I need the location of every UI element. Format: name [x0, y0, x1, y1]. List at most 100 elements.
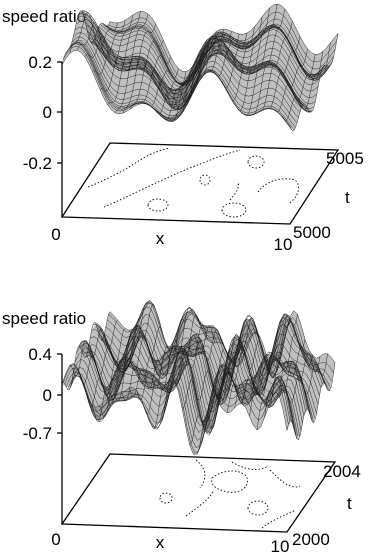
surface-line — [159, 324, 208, 423]
contour-line — [269, 469, 301, 488]
surface-shade — [62, 42, 295, 131]
surface-line — [244, 21, 293, 116]
surface-line — [228, 4, 278, 101]
surface-shade — [62, 363, 292, 455]
zlabel: speed ratio — [2, 7, 86, 26]
surface-shade — [70, 350, 300, 437]
surface-line — [226, 363, 276, 413]
base-plane — [60, 453, 337, 533]
z-tick-label: 0 — [43, 386, 52, 405]
surface-line — [189, 359, 238, 445]
surface-line — [114, 326, 163, 402]
contour-line — [103, 149, 241, 208]
surface-line — [115, 39, 164, 113]
surface-line — [153, 52, 202, 114]
surface-line — [69, 319, 118, 377]
zlabel: speed ratio — [2, 309, 86, 328]
surface-line — [204, 320, 253, 433]
t-tick-label: 5005 — [326, 149, 364, 168]
contour-line — [199, 174, 211, 186]
panel-bottom: speed ratio 0.4 0 -0.7 0 10 x 2000 2004 … — [2, 300, 361, 552]
surface-line — [289, 33, 339, 132]
surface-line — [92, 11, 141, 75]
surface-line — [279, 353, 328, 404]
surface-shade — [78, 340, 309, 434]
surface-line — [249, 314, 298, 417]
z-tick-label: 0.4 — [28, 345, 52, 364]
surface-line — [136, 318, 186, 400]
surface-line — [107, 23, 156, 105]
surface-line — [84, 14, 134, 68]
surface-line — [234, 348, 283, 409]
contour-line — [195, 459, 206, 489]
surface-line — [99, 13, 149, 92]
surface-line — [61, 311, 111, 391]
surface-line — [196, 345, 246, 455]
contour-line — [247, 155, 265, 169]
surface-line — [61, 10, 111, 66]
surface-shade — [95, 313, 326, 401]
surface-line — [251, 36, 301, 116]
base-plane — [60, 142, 340, 225]
surface-line — [99, 302, 148, 417]
contour-line — [87, 147, 171, 188]
surface-shade — [87, 31, 320, 110]
contour-lines — [87, 147, 299, 218]
z-tick-label: 0.2 — [28, 53, 52, 72]
z-tick-label: -0.2 — [23, 154, 52, 173]
contour-line — [147, 198, 169, 212]
t-tick-label: 2004 — [323, 462, 361, 481]
t-axis-label: t — [347, 494, 352, 513]
surface-line — [256, 333, 306, 431]
contour-line — [261, 509, 297, 529]
surface-line — [219, 340, 268, 405]
x-tick-label: 0 — [51, 225, 60, 244]
surface-line — [151, 314, 201, 429]
surface-line — [181, 348, 231, 409]
surface-line — [286, 362, 336, 441]
surface-line — [91, 317, 141, 422]
surface-line — [221, 7, 270, 89]
panel-top: speed ratio 0.2 0 -0.2 0 10 x 5000 5005 … — [2, 3, 364, 254]
surface-line — [271, 352, 321, 397]
x-tick-label: 0 — [51, 530, 60, 549]
surface-line — [84, 329, 133, 407]
contour-line — [257, 178, 299, 205]
surface-line — [282, 42, 331, 121]
contour-line — [185, 489, 215, 517]
contour-line — [211, 470, 248, 493]
surface-line — [76, 20, 126, 60]
contour-line — [247, 500, 269, 516]
contour-lines — [159, 459, 301, 529]
surface-line — [274, 51, 324, 113]
surface-line — [145, 65, 194, 109]
contour-line — [229, 181, 239, 201]
t-axis-label: t — [345, 188, 350, 207]
surface-line — [122, 55, 172, 114]
x-tick-label: 10 — [274, 235, 293, 254]
contour-line — [221, 202, 247, 218]
surface-mesh — [61, 3, 339, 132]
t-tick-label: 2000 — [292, 530, 330, 549]
surface-line — [211, 317, 261, 409]
surface-line — [160, 39, 210, 121]
surface-line — [166, 325, 216, 397]
x-axis-label: x — [156, 229, 165, 248]
surface-shade — [83, 334, 313, 422]
surface-line — [130, 61, 179, 110]
surface-line — [144, 307, 193, 415]
z-tick-label: 0 — [43, 103, 52, 122]
surface-line — [106, 304, 156, 407]
surface-shade — [70, 27, 303, 118]
surface-shade — [87, 325, 317, 422]
surface-line — [241, 316, 291, 404]
surface-line — [236, 8, 286, 112]
surface-line — [137, 69, 187, 105]
surface-line — [174, 328, 223, 383]
contour-line — [231, 461, 269, 470]
x-tick-label: 10 — [271, 537, 290, 552]
surface-mesh — [61, 300, 336, 455]
contour-line — [159, 492, 173, 504]
x-axis-label: x — [156, 533, 165, 552]
